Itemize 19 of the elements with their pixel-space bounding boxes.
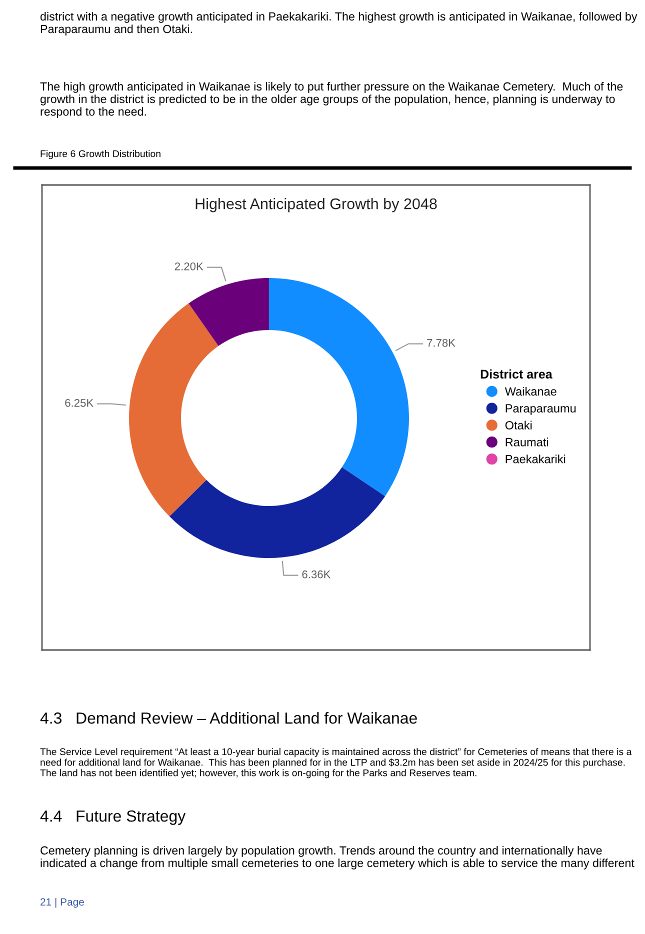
text: 4.3 Demand Review – Additional Land for Waikanae [40, 712, 417, 724]
legend-title: District area [480, 369, 552, 379]
data-label: 7.78K [427, 338, 456, 347]
legend-label: Paekakariki [506, 454, 566, 464]
data-label: 2.20K [174, 262, 204, 270]
chart-title: Highest Anticipated Growth by 2048 [196, 198, 437, 212]
text: The Service Level requirement “At least a 10-year burial capacity is maintained across the district” for Cemeteries of means that there is a need for additional land for Waikanae. This has been planned for in the LTP and $3.2m has been set aside in 2024/25 for this purchase. The land has not been identified yet; however, this work is on-going for the Parks and Reserves team. [40, 748, 632, 778]
legend-label: Otaki [505, 420, 532, 430]
text: The high growth anticipated in Waikanae is likely to put further pressure on the Waikanae Cemetery. Much of the growth in the district is predicted to be in the older age groups of the population, hence, planning is underway to respond to the need. [40, 82, 623, 118]
text: 21 | Page [40, 898, 84, 908]
data-label: 6.25K [65, 398, 94, 407]
data-label: 6.36K [302, 570, 331, 578]
text: 4.4 Future Strategy [40, 810, 186, 825]
text: district with a negative growth anticipated in Paekakariki. The highest growth is anticipated in Waikanae, followed by Paraparaumu and then Otaki. [40, 12, 638, 36]
legend-label: Waikanae [504, 386, 556, 396]
legend-label: Paraparaumu [506, 404, 576, 415]
legend-label: Raumati [506, 438, 548, 446]
text: Cemetery planning is driven largely by population growth. Trends around the country and internationally have indicated a change from multiple small cemeteries to one large cemetery which is able to service the many different [40, 846, 634, 870]
caption: Figure 6 Growth Distribution [40, 150, 160, 160]
